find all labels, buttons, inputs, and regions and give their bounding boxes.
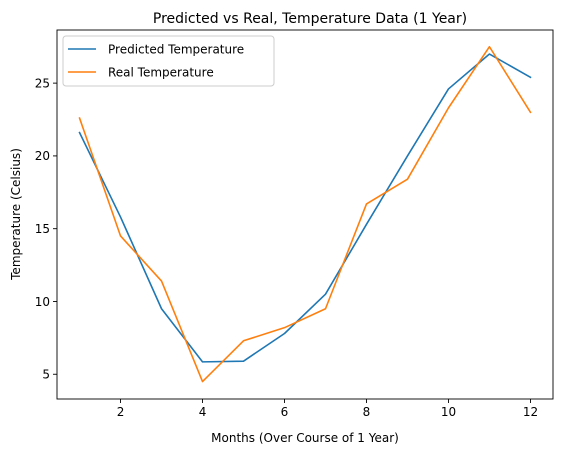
y-axis: 5 10 15 20 25 [35, 76, 57, 382]
y-tick-label: 5 [42, 368, 50, 382]
x-tick-label: 8 [363, 405, 371, 419]
series-line-real [78, 45, 532, 383]
x-tick-label: 4 [199, 405, 207, 419]
y-tick-label: 10 [35, 295, 50, 309]
legend: Predicted Temperature Real Temperature [62, 35, 275, 87]
y-tick-label: 15 [35, 222, 50, 236]
x-tick-label: 12 [523, 405, 538, 419]
plot-area [78, 45, 532, 383]
x-tick-label: 10 [441, 405, 456, 419]
legend-label-predicted: Predicted Temperature [108, 43, 244, 57]
axes-frame [56, 29, 554, 400]
legend-label-real: Real Temperature [108, 66, 214, 80]
x-tick-label: 6 [281, 405, 289, 419]
y-tick-label: 25 [35, 76, 50, 90]
series-line-predicted [78, 53, 532, 363]
y-axis-label: Temperature (Celsius) [9, 148, 23, 281]
legend-frame [62, 35, 275, 87]
y-tick-label: 20 [35, 149, 50, 163]
x-tick-label: 2 [117, 405, 125, 419]
x-axis: 2 4 6 8 10 12 [117, 399, 538, 419]
chart-title: Predicted vs Real, Temperature Data (1 Y… [153, 11, 467, 27]
x-axis-label: Months (Over Course of 1 Year) [211, 431, 399, 445]
